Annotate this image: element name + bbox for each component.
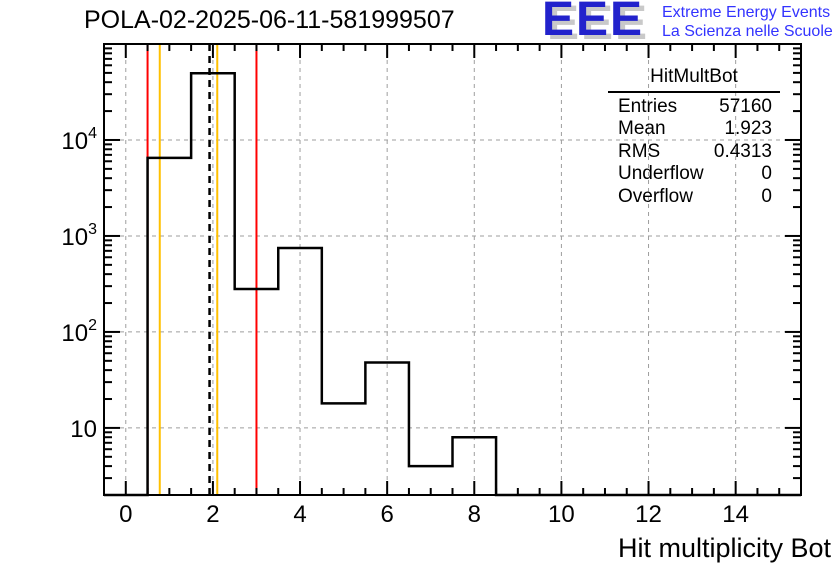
stats-row-label: Overflow: [618, 185, 693, 207]
stats-rows: Entries 57160 Mean 1.923 RMS 0.4313 Unde…: [608, 93, 780, 208]
x-tick-label: 8: [468, 501, 481, 528]
y-tick-labels: 10 102 103 104: [61, 125, 97, 443]
y-tick-label: 104: [61, 125, 97, 155]
x-tick-label: 14: [722, 501, 749, 528]
x-tick-label: 10: [548, 501, 575, 528]
x-tick-label: 12: [635, 501, 662, 528]
stats-row: Underflow 0: [608, 163, 780, 185]
plot-title: POLA-02-2025-06-11-581999507: [84, 6, 455, 34]
x-tick-label: 2: [206, 501, 219, 528]
logo-line1: Extreme Energy Events: [662, 4, 831, 21]
axis-ticks: [104, 44, 801, 495]
stats-row-label: Underflow: [618, 163, 704, 185]
x-tick-label: 6: [380, 501, 393, 528]
stats-row-value: 1.923: [724, 118, 772, 140]
stats-row-value: 0: [761, 185, 772, 207]
x-axis-title: Hit multiplicity Bot: [617, 533, 831, 563]
eee-logo-letters: EEE: [542, 0, 645, 46]
stats-row-label: RMS: [618, 140, 661, 162]
logo-line2: La Scienza nelle Scuole: [662, 23, 833, 40]
stats-box-title: HitMultBot: [608, 66, 780, 93]
eee-logo-text: Extreme Energy Events La Scienza nelle S…: [662, 3, 833, 41]
stats-row: Overflow 0: [608, 186, 780, 208]
stats-row: Mean 1.923: [608, 118, 780, 140]
stats-box: HitMultBot Entries 57160 Mean 1.923 RMS …: [608, 66, 780, 208]
x-tick-labels: 0 2 4 6 8 10 12 14: [119, 501, 749, 528]
x-tick-label: 0: [119, 501, 132, 528]
x-tick-label: 4: [293, 501, 306, 528]
stats-row-value: 0.4313: [713, 140, 772, 162]
stats-row-label: Entries: [618, 96, 678, 117]
grid-lines: [104, 44, 801, 495]
y-tick-label: 10: [70, 416, 97, 443]
marker-lines: [146, 44, 258, 495]
y-tick-label: 102: [61, 317, 97, 347]
y-tick-label: 103: [61, 221, 97, 251]
stats-row-label: Mean: [618, 118, 666, 140]
stats-row: RMS 0.4313: [608, 141, 780, 163]
stats-row-value: 57160: [719, 96, 772, 117]
stats-row-value: 0: [761, 163, 772, 185]
stats-row: Entries 57160: [608, 96, 780, 118]
